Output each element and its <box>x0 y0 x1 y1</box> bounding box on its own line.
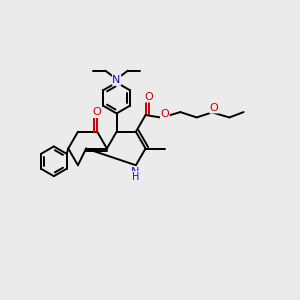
Text: N: N <box>112 75 121 85</box>
Text: H: H <box>132 172 139 182</box>
Text: O: O <box>93 107 102 118</box>
Text: O: O <box>160 109 169 119</box>
Text: N: N <box>131 167 140 177</box>
Text: O: O <box>145 92 154 102</box>
Text: O: O <box>209 103 218 113</box>
